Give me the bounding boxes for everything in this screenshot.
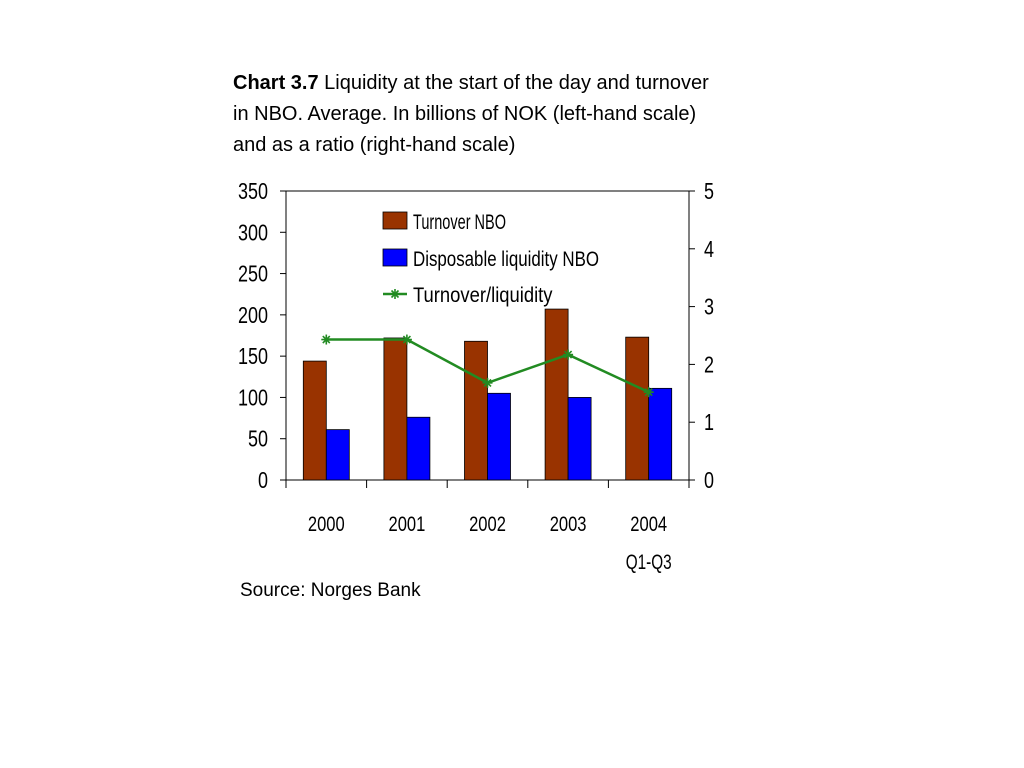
x-axis-tick-label: 2004	[630, 513, 667, 536]
left-axis-tick-label: 250	[238, 261, 268, 287]
right-axis-tick-label: 4	[704, 236, 714, 262]
bar-turnover-nbo	[544, 308, 569, 481]
chart-title-text: Liquidity at the start of the day and tu…	[233, 72, 709, 156]
left-axis-tick-label: 150	[238, 343, 268, 369]
chart-number: Chart 3.7	[233, 72, 319, 94]
legend-swatch	[382, 248, 408, 267]
left-axis-tick-label: 0	[258, 467, 268, 493]
x-axis-tick-label: 2002	[469, 513, 506, 536]
line-point-turnover-liquidity	[401, 334, 412, 345]
legend-label: Disposable liquidity NBO	[413, 248, 599, 271]
right-axis-tick-label: 1	[704, 409, 714, 435]
bar-turnover-nbo	[383, 337, 408, 481]
legend-swatch	[382, 211, 408, 230]
x-axis-tick-label: Q1-Q3	[626, 551, 672, 574]
bar-disposable-liquidity-nbo	[325, 429, 350, 481]
line-point-turnover-liquidity	[643, 387, 654, 398]
bar-turnover-nbo	[625, 336, 650, 481]
right-axis-tick-label: 3	[704, 294, 714, 320]
legend-marker	[390, 289, 400, 299]
bar-disposable-liquidity-nbo	[648, 387, 673, 481]
left-axis-tick-label: 350	[238, 178, 268, 204]
legend-label: Turnover NBO	[413, 211, 506, 234]
bar-turnover-nbo	[302, 360, 327, 481]
x-axis-tick-label: 2001	[389, 513, 426, 536]
x-axis-tick-label: 2003	[550, 513, 587, 536]
chart-title: Chart 3.7 Liquidity at the start of the …	[233, 68, 713, 161]
line-point-turnover-liquidity	[482, 377, 493, 388]
bar-turnover-nbo	[464, 340, 488, 481]
right-axis-tick-label: 0	[704, 467, 714, 493]
bar-disposable-liquidity-nbo	[567, 397, 592, 481]
bar-disposable-liquidity-nbo	[406, 416, 431, 481]
line-point-turnover-liquidity	[321, 334, 332, 345]
bar-disposable-liquidity-nbo	[487, 392, 511, 481]
x-axis-tick-label: 2000	[308, 513, 345, 536]
left-axis-tick-label: 300	[238, 219, 268, 245]
left-axis-tick-label: 200	[238, 302, 268, 328]
left-axis-tick-label: 50	[248, 426, 268, 452]
line-point-turnover-liquidity	[563, 349, 574, 360]
source-note: Source: Norges Bank	[240, 580, 421, 601]
legend-label: Turnover/liquidity	[413, 284, 553, 307]
right-axis-tick-label: 2	[704, 351, 714, 377]
left-axis-tick-label: 100	[238, 384, 268, 410]
right-axis-tick-label: 5	[704, 178, 714, 204]
